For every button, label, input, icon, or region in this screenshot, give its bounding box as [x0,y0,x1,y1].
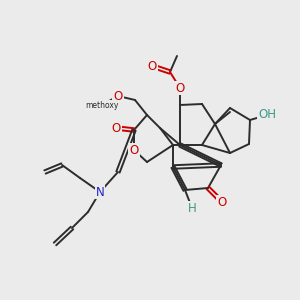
Text: O: O [218,196,226,208]
Text: O: O [147,59,157,73]
Text: O: O [111,122,121,134]
Text: O: O [113,89,123,103]
Text: N: N [96,185,104,199]
Text: O: O [129,143,139,157]
Text: O: O [176,82,184,94]
Text: methoxy: methoxy [85,100,119,109]
Text: O: O [98,100,106,110]
Text: H: H [188,202,196,214]
Text: OH: OH [258,109,276,122]
